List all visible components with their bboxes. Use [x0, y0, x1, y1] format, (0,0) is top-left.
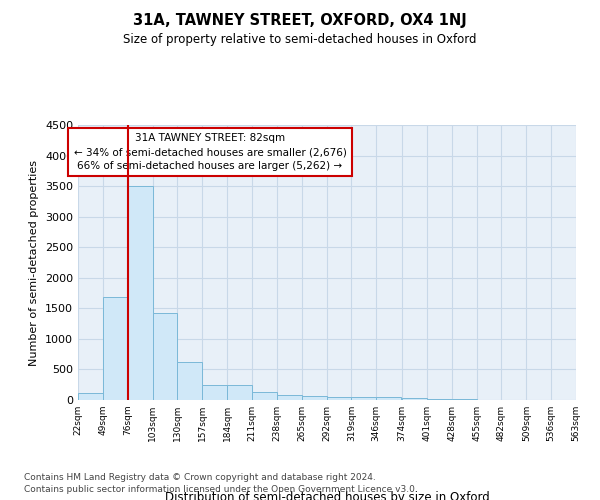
Bar — [326, 397, 352, 400]
Text: Contains public sector information licensed under the Open Government Licence v3: Contains public sector information licen… — [24, 485, 418, 494]
Bar — [277, 395, 302, 400]
Bar — [178, 362, 202, 400]
Bar — [427, 399, 452, 400]
Bar — [128, 186, 152, 400]
Bar — [376, 397, 401, 400]
X-axis label: Distribution of semi-detached houses by size in Oxford: Distribution of semi-detached houses by … — [164, 491, 490, 500]
Bar — [402, 398, 427, 400]
Y-axis label: Number of semi-detached properties: Number of semi-detached properties — [29, 160, 40, 366]
Bar — [202, 384, 227, 400]
Text: 31A, TAWNEY STREET, OXFORD, OX4 1NJ: 31A, TAWNEY STREET, OXFORD, OX4 1NJ — [133, 12, 467, 28]
Bar — [103, 298, 128, 400]
Bar — [227, 386, 252, 400]
Text: Contains HM Land Registry data © Crown copyright and database right 2024.: Contains HM Land Registry data © Crown c… — [24, 474, 376, 482]
Bar — [78, 394, 103, 400]
Bar — [152, 313, 178, 400]
Bar — [352, 397, 376, 400]
Text: 31A TAWNEY STREET: 82sqm
← 34% of semi-detached houses are smaller (2,676)
66% o: 31A TAWNEY STREET: 82sqm ← 34% of semi-d… — [74, 133, 346, 171]
Bar — [302, 396, 326, 400]
Text: Size of property relative to semi-detached houses in Oxford: Size of property relative to semi-detach… — [123, 32, 477, 46]
Bar — [252, 392, 277, 400]
